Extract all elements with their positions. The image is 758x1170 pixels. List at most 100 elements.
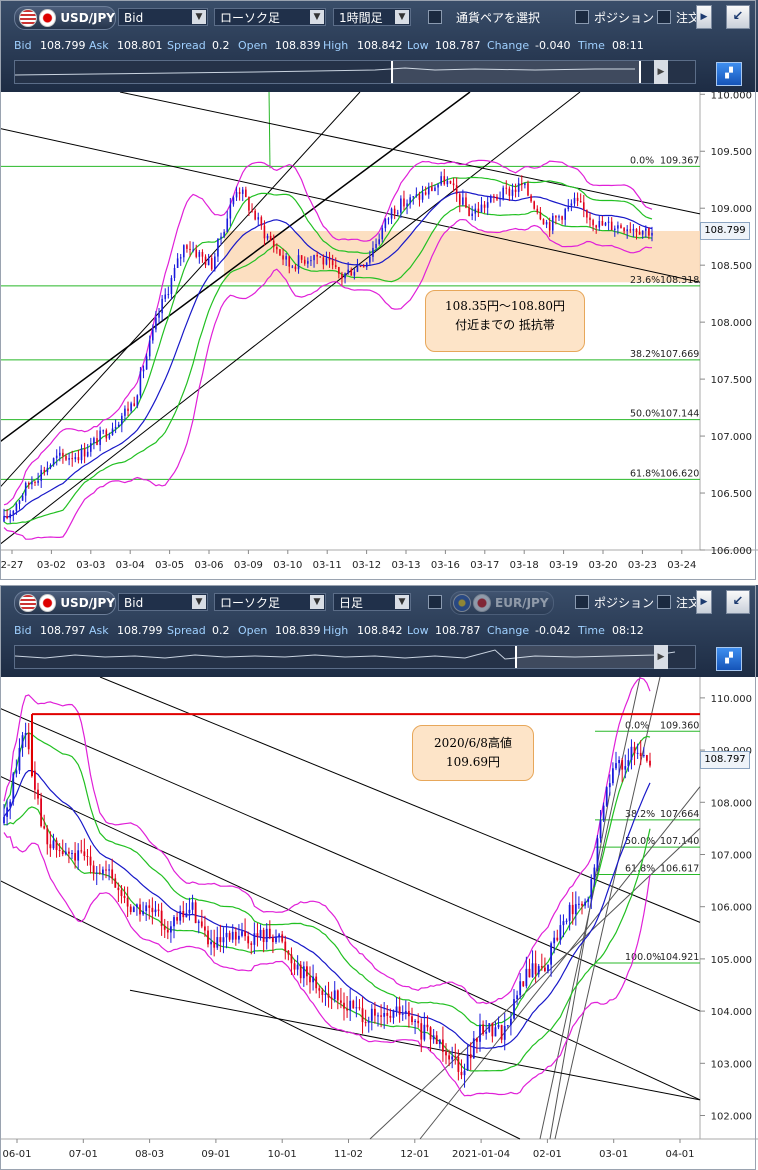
candle-body bbox=[505, 187, 508, 189]
candle-body bbox=[626, 229, 628, 232]
quote-bar: Bid 108.797 Ask 108.799 Spread 0.2 Open … bbox=[0, 619, 758, 641]
candle-body bbox=[18, 747, 21, 771]
low-value: 108.787 bbox=[435, 39, 481, 52]
y-tick-label: 102.000 bbox=[711, 1112, 752, 1123]
candle-body bbox=[344, 273, 346, 279]
candle-body bbox=[334, 265, 337, 268]
candle-body bbox=[392, 1011, 395, 1018]
position-checkbox[interactable] bbox=[575, 595, 589, 609]
candle-body bbox=[408, 1010, 410, 1017]
order-checkbox[interactable] bbox=[657, 10, 671, 24]
candle-body bbox=[200, 921, 203, 927]
compare-pair-checkbox[interactable] bbox=[428, 595, 442, 609]
candle-body bbox=[579, 201, 582, 203]
compare-pair-selector[interactable]: EUR/JPY bbox=[450, 591, 554, 615]
x-tick-label: 03-20 bbox=[588, 560, 617, 571]
candle-body bbox=[296, 964, 299, 970]
x-tick-label: 03-19 bbox=[549, 560, 578, 571]
timeframe-select[interactable]: 日足 ▼ bbox=[333, 593, 411, 611]
candle-body bbox=[629, 229, 632, 231]
candle-body bbox=[506, 1025, 509, 1027]
candle-body bbox=[511, 189, 514, 196]
candle-body bbox=[510, 1018, 512, 1026]
position-checkbox[interactable] bbox=[575, 10, 589, 24]
candle-body bbox=[582, 202, 585, 210]
candle-body bbox=[179, 911, 182, 921]
pair-selector[interactable]: USD/JPY bbox=[14, 6, 116, 30]
candle-body bbox=[651, 232, 653, 236]
order-checkbox[interactable] bbox=[657, 595, 671, 609]
candle-body bbox=[636, 752, 639, 754]
settings-icon[interactable]: ▞ bbox=[716, 647, 742, 671]
candle-body bbox=[331, 260, 334, 266]
candle-body bbox=[257, 217, 260, 220]
candle-body bbox=[157, 909, 160, 911]
candle-body bbox=[455, 185, 458, 195]
navigator-scrollbar[interactable]: ▶ bbox=[14, 645, 696, 669]
navigator-scrollbar[interactable]: ▶ bbox=[14, 60, 696, 84]
bollinger-upper-2sigma bbox=[3, 677, 651, 1005]
chart-style-select[interactable]: ローソク足 ▼ bbox=[214, 593, 326, 611]
y-tick-label: 108.500 bbox=[711, 261, 752, 272]
plot-area bbox=[0, 92, 700, 550]
hourly-chart[interactable]: 0.0% 109.367 23.6% 108.318 38.2% 107.669 50.0%… bbox=[0, 92, 758, 580]
candle-body bbox=[491, 1023, 494, 1037]
select-pair-checkbox[interactable] bbox=[428, 10, 442, 24]
candle-body bbox=[160, 910, 163, 927]
candle-body bbox=[111, 869, 114, 879]
candle-body bbox=[46, 467, 49, 473]
candle-body bbox=[12, 510, 15, 514]
candle-body bbox=[508, 188, 511, 196]
scroll-right-icon[interactable]: ▶ bbox=[696, 5, 712, 29]
detach-arrow-icon[interactable]: ↙ bbox=[726, 590, 750, 614]
candle-body bbox=[24, 482, 27, 496]
change-value: -0.042 bbox=[535, 624, 571, 637]
candle-body bbox=[621, 760, 624, 770]
candle-body bbox=[488, 1023, 491, 1032]
detach-arrow-icon[interactable]: ↙ bbox=[726, 5, 750, 29]
candle-body bbox=[328, 258, 331, 261]
candle-body bbox=[231, 931, 234, 940]
settings-icon[interactable]: ▞ bbox=[716, 62, 742, 86]
price-type-select[interactable]: Bid ▼ bbox=[118, 593, 208, 611]
hourly-chart-panel: USD/JPY Bid ▼ ローソク足 ▼ 1時間足 ▼ 通貨ペアを選択 ポジション … bbox=[0, 0, 758, 580]
candle-body bbox=[173, 917, 175, 927]
candle-body bbox=[598, 221, 601, 228]
candle-body bbox=[186, 245, 188, 249]
candle-body bbox=[204, 256, 207, 266]
candle-body bbox=[536, 208, 539, 213]
candle-body bbox=[287, 950, 290, 955]
candle-body bbox=[497, 1024, 500, 1028]
candle-body bbox=[377, 1015, 379, 1017]
candle-body bbox=[244, 931, 246, 937]
candle-body bbox=[489, 195, 492, 203]
navigator-right-icon[interactable]: ▶ bbox=[654, 645, 668, 669]
candle-body bbox=[482, 1024, 484, 1034]
open-key: Open bbox=[238, 624, 268, 637]
low-value: 108.787 bbox=[435, 624, 481, 637]
fib-level-percent: 0.0% bbox=[630, 155, 654, 166]
scroll-right-icon[interactable]: ▶ bbox=[696, 590, 712, 614]
navigator-right-icon[interactable]: ▶ bbox=[654, 60, 668, 84]
candle-body bbox=[633, 746, 636, 754]
candle-body bbox=[427, 186, 430, 195]
candle-body bbox=[126, 897, 129, 907]
candle-body bbox=[34, 770, 36, 790]
candle-body bbox=[353, 271, 356, 276]
navigator-window[interactable] bbox=[391, 61, 641, 83]
candle-body bbox=[409, 197, 411, 204]
chevron-down-icon: ▼ bbox=[395, 595, 409, 609]
timeframe-select[interactable]: 1時間足 ▼ bbox=[333, 8, 411, 26]
candle-body bbox=[378, 239, 380, 244]
price-type-select[interactable]: Bid ▼ bbox=[118, 8, 208, 26]
y-tick-label: 106.000 bbox=[711, 903, 752, 914]
fib-level-percent: 0.0% bbox=[625, 720, 649, 731]
chart-style-select[interactable]: ローソク足 ▼ bbox=[214, 8, 326, 26]
pair-selector[interactable]: USD/JPY bbox=[14, 591, 116, 615]
navigator-window[interactable] bbox=[515, 646, 665, 668]
candle-body bbox=[568, 904, 571, 921]
candle-body bbox=[493, 195, 495, 197]
candle-body bbox=[148, 340, 151, 357]
candle-body bbox=[542, 219, 545, 225]
